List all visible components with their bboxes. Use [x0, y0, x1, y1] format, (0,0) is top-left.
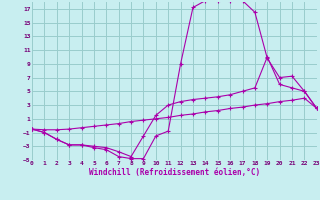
X-axis label: Windchill (Refroidissement éolien,°C): Windchill (Refroidissement éolien,°C) — [89, 168, 260, 177]
